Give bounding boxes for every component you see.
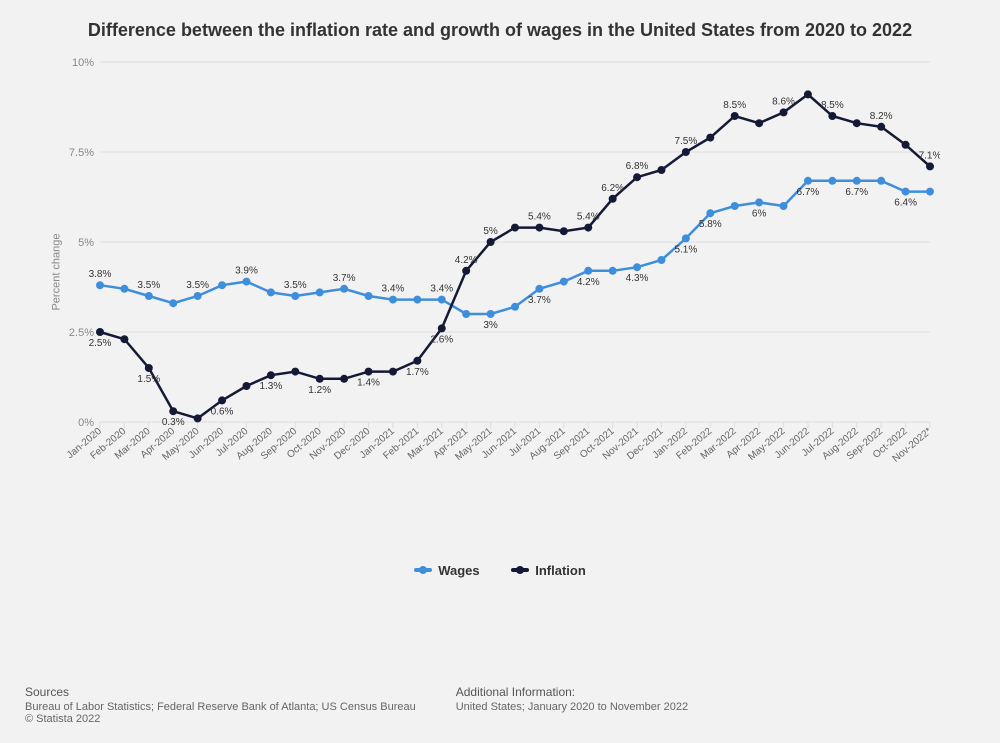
svg-text:5.8%: 5.8% [699,219,722,230]
svg-text:1.3%: 1.3% [259,381,282,392]
svg-text:1.7%: 1.7% [406,367,429,378]
svg-text:6%: 6% [752,209,767,220]
legend-swatch-wages [414,568,432,572]
svg-text:6.8%: 6.8% [626,161,649,172]
legend-swatch-inflation [511,568,529,572]
svg-text:1.2%: 1.2% [308,385,331,396]
svg-text:8.5%: 8.5% [723,100,746,111]
svg-text:7.5%: 7.5% [69,147,94,159]
chart-container: { "title": "Difference between the infla… [0,0,1000,743]
svg-text:4.2%: 4.2% [455,255,478,266]
svg-text:3.7%: 3.7% [528,295,551,306]
svg-text:5.1%: 5.1% [674,245,697,256]
additional-text: United States; January 2020 to November … [456,701,736,713]
svg-text:5.4%: 5.4% [577,212,600,223]
svg-text:10%: 10% [72,57,94,69]
svg-text:1.5%: 1.5% [137,374,160,385]
legend-label: Inflation [535,563,586,578]
legend-label: Wages [438,563,479,578]
svg-text:8.6%: 8.6% [772,97,795,108]
additional-heading: Additional Information: [456,685,736,699]
svg-text:5%: 5% [78,237,94,249]
svg-text:2.6%: 2.6% [430,335,453,346]
svg-text:8.2%: 8.2% [870,111,893,122]
svg-text:5%: 5% [483,226,498,237]
footer: Sources Bureau of Labor Statistics; Fede… [25,685,975,725]
legend-item-wages: Wages [414,563,479,578]
legend-item-inflation: Inflation [511,563,586,578]
svg-text:3.8%: 3.8% [89,269,112,280]
y-axis-label: Percent change [51,234,63,311]
line-chart-svg: 0%2.5%5%7.5%10%Jan-2020Feb-2020Mar-2020A… [60,52,940,492]
svg-text:3.5%: 3.5% [284,280,307,291]
svg-text:7.5%: 7.5% [674,136,697,147]
svg-text:6.4%: 6.4% [894,198,917,209]
sources-heading: Sources [25,685,416,699]
svg-text:0.6%: 0.6% [211,407,234,418]
svg-text:3.5%: 3.5% [137,280,160,291]
copyright-text: © Statista 2022 [25,713,416,725]
sources-text: Bureau of Labor Statistics; Federal Rese… [25,701,416,713]
svg-text:3%: 3% [483,320,498,331]
svg-text:0.3%: 0.3% [162,417,185,428]
svg-text:8.5%: 8.5% [821,100,844,111]
svg-text:6.2%: 6.2% [601,183,624,194]
svg-text:6.7%: 6.7% [845,187,868,198]
svg-text:2.5%: 2.5% [89,338,112,349]
chart-area: Percent change 0%2.5%5%7.5%10%Jan-2020Fe… [60,52,970,492]
footer-additional: Additional Information: United States; J… [456,685,736,725]
svg-text:3.5%: 3.5% [186,280,209,291]
svg-text:4.2%: 4.2% [577,277,600,288]
svg-text:3.9%: 3.9% [235,266,258,277]
svg-text:0%: 0% [78,417,94,429]
footer-sources: Sources Bureau of Labor Statistics; Fede… [25,685,416,725]
svg-text:3.7%: 3.7% [333,273,356,284]
svg-text:7.1%: 7.1% [919,151,940,162]
svg-text:6.7%: 6.7% [797,187,820,198]
legend: Wages Inflation [0,560,1000,578]
svg-text:3.4%: 3.4% [430,284,453,295]
svg-text:3.4%: 3.4% [382,284,405,295]
chart-title: Difference between the inflation rate an… [0,0,1000,42]
svg-text:4.3%: 4.3% [626,273,649,284]
svg-text:1.4%: 1.4% [357,378,380,389]
svg-text:5.4%: 5.4% [528,212,551,223]
